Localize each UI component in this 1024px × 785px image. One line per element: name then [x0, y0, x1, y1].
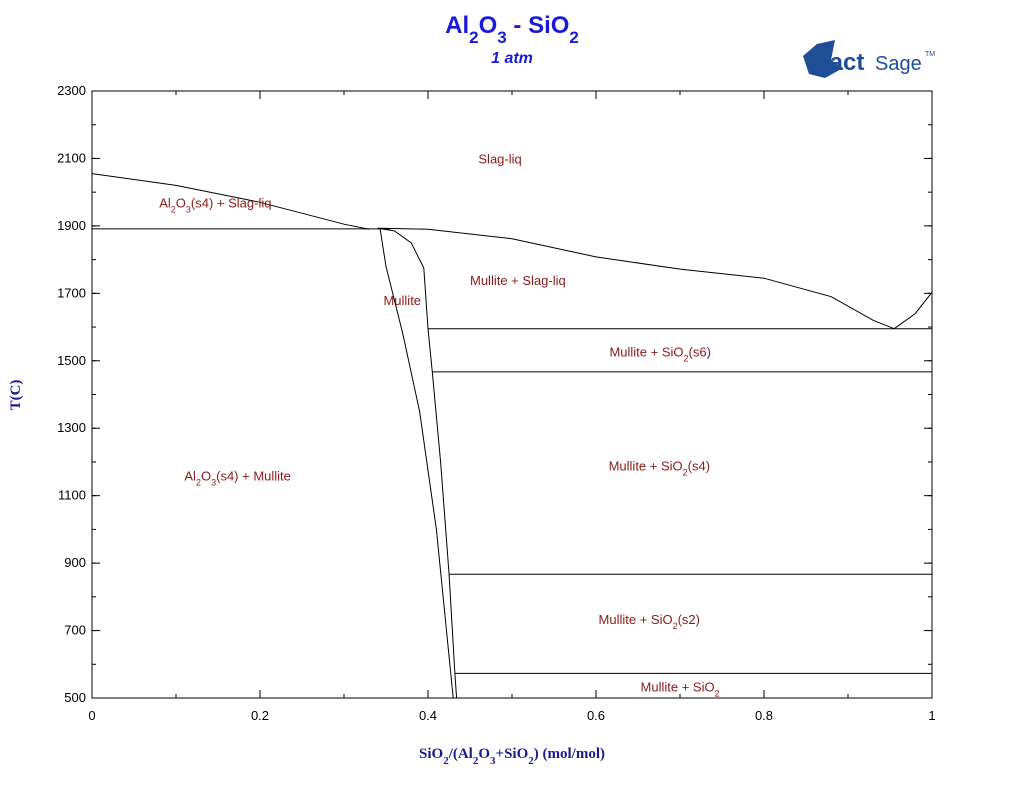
y-tick-label: 2300	[57, 83, 86, 98]
x-tick-label: 0.2	[251, 708, 269, 723]
x-tick-label: 0.8	[755, 708, 773, 723]
x-tick-label: 1	[928, 708, 935, 723]
region-mullite-sio2-s6: Mullite + SiO2(s6)	[609, 345, 710, 364]
logo-fact-text: Fact	[815, 49, 864, 76]
chart-title: Al2O3 - SiO2	[445, 12, 579, 47]
region-mullite-sio2-s4: Mullite + SiO2(s4)	[609, 458, 710, 477]
x-tick-label: 0	[88, 708, 95, 723]
region-al2o3-mullite: Al2O3(s4) + Mullite	[184, 468, 291, 487]
logo-sage-text: Sage	[875, 53, 922, 75]
factsage-logo: Fact Sage TM	[803, 40, 935, 78]
plot-frame	[91, 90, 933, 699]
region-slag-liq: Slag-liq	[478, 152, 521, 167]
x-tick-label: 0.6	[587, 708, 605, 723]
phase-boundaries	[91, 173, 933, 699]
logo-mark-icon	[803, 40, 843, 78]
boundary-liquidus-sio2	[893, 291, 933, 330]
region-labels: Slag-liq Al2O3(s4) + Slag-liq Mullite + Sl…	[159, 152, 719, 699]
y-tick-label: 1900	[57, 218, 86, 233]
region-al2o3-slag: Al2O3(s4) + Slag-liq	[159, 195, 271, 214]
y-tick-label: 1100	[58, 488, 86, 503]
region-mullite: Mullite	[383, 293, 421, 308]
x-axis-label: SiO2/(Al2O3+SiO2) (mol/mol)	[419, 746, 605, 767]
y-tick-label: 500	[64, 690, 86, 705]
boundary-mullite-left-boundary	[379, 228, 454, 699]
x-tick-label: 0.4	[419, 708, 437, 723]
y-tick-label: 1700	[57, 285, 86, 300]
x-axis: 0 0.2 0.4 0.6 0.8 1	[88, 91, 936, 723]
boundary-mullite-right-boundary	[381, 228, 458, 699]
y-tick-label: 1300	[57, 420, 86, 435]
region-mullite-sio2: Mullite + SiO2	[641, 679, 720, 698]
boundary-liquidus-al2o3	[91, 173, 370, 230]
y-tick-label: 2100	[57, 150, 86, 165]
y-tick-label: 700	[64, 623, 86, 638]
y-axis-label: T(C)	[8, 380, 24, 411]
logo-tm-text: TM	[925, 51, 935, 58]
y-tick-label: 900	[64, 555, 86, 570]
region-mullite-sio2-s2: Mullite + SiO2(s2)	[599, 612, 700, 631]
chart-subtitle: 1 atm	[491, 50, 533, 67]
y-axis: 500 700 900 1100 1300 1500 1700 1900 2100 2300	[57, 83, 932, 705]
boundary-liquidus-mullite	[377, 227, 895, 330]
region-mullite-slag: Mullite + Slag-liq	[470, 273, 566, 288]
chart-title-group: Al2O3 - SiO2 1 atm	[445, 12, 579, 67]
y-tick-label: 1500	[57, 353, 86, 368]
